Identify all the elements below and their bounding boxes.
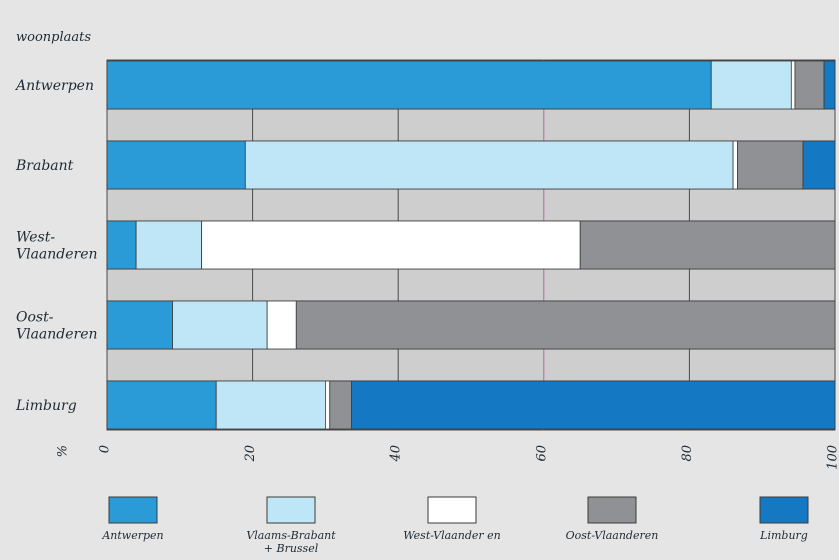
legend: Antwerpen Vlaams-Brabant + Brussel West-Vla… xyxy=(101,496,809,555)
tick-labels: 0 20 40 60 80 100 xyxy=(98,445,839,470)
legend-label-vlaams-brabant-brussel: Vlaams-Brabant + Brussel xyxy=(246,529,336,555)
bar-oost-vlaanderen-antwerpen xyxy=(106,300,173,350)
bar-west-vlaanderen-oost-vlaanderen xyxy=(579,220,836,270)
tick-label-20: 20 xyxy=(243,445,258,463)
bar-limburg-antwerpen xyxy=(106,380,217,430)
bar-limburg-west-vlaander-en xyxy=(324,380,331,430)
category-label-antwerpen: Antwerpen xyxy=(14,78,94,94)
bar-oost-vlaanderen-west-vlaander-en xyxy=(266,300,297,350)
legend-swatch-vlaams-brabant-brussel xyxy=(266,496,316,524)
legend-label-oost-vlaanderen: Oost-Vlaanderen xyxy=(566,529,659,542)
category-labels: Antwerpen Brabant West-Vlaanderen Oost-Vlaa… xyxy=(14,78,98,414)
bar-west-vlaanderen-antwerpen xyxy=(106,220,137,270)
bar-brabant-oost-vlaanderen xyxy=(737,140,804,190)
x-axis-unit-label: % xyxy=(56,445,71,457)
bar-brabant-west-vlaander-en xyxy=(732,140,738,190)
bar-limburg-limburg xyxy=(351,380,836,430)
y-axis-title: woonplaats xyxy=(16,30,91,45)
legend-swatch-limburg xyxy=(759,496,809,524)
legend-label-limburg: Limburg xyxy=(759,529,808,542)
bar-brabant-antwerpen xyxy=(106,140,246,190)
bar-antwerpen-vlaams-brabant-brussel xyxy=(710,60,792,110)
category-label-oost-vlaanderen: Oost-Vlaanderen xyxy=(16,310,98,343)
tick-label-40: 40 xyxy=(389,445,404,463)
category-label-limburg: Limburg xyxy=(15,398,77,414)
category-label-west-vlaanderen: West-Vlaanderen xyxy=(16,230,98,263)
bar-brabant-limburg xyxy=(802,140,836,190)
legend-swatch-oost-vlaanderen xyxy=(587,496,637,524)
legend-label-antwerpen: Antwerpen xyxy=(101,529,163,542)
bar-limburg-oost-vlaanderen xyxy=(329,380,353,430)
tick-label-0: 0 xyxy=(98,445,113,453)
bar-west-vlaanderen-west-vlaander-en xyxy=(201,220,581,270)
bar-antwerpen-west-vlaander-en xyxy=(790,60,796,110)
bar-oost-vlaanderen-oost-vlaanderen xyxy=(295,300,836,350)
bar-antwerpen-antwerpen xyxy=(106,60,712,110)
bar-oost-vlaanderen-vlaams-brabant-brussel xyxy=(172,300,268,350)
legend-swatch-antwerpen xyxy=(108,496,158,524)
tick-label-80: 80 xyxy=(680,445,695,462)
tick-label-60: 60 xyxy=(534,445,549,462)
category-label-brabant: Brabant xyxy=(15,158,74,174)
bar-west-vlaanderen-vlaams-brabant-brussel xyxy=(135,220,203,270)
legend-swatch-west-vlaander-en xyxy=(427,496,477,524)
bars xyxy=(106,60,836,430)
tick-label-100: 100 xyxy=(826,445,839,470)
bar-antwerpen-limburg xyxy=(823,60,836,110)
bar-antwerpen-oost-vlaanderen xyxy=(794,60,825,110)
bar-brabant-vlaams-brabant-brussel xyxy=(244,140,734,190)
bar-limburg-vlaams-brabant-brussel xyxy=(215,380,326,430)
legend-label-west-vlaander-en: West-Vlaander en xyxy=(403,529,500,542)
